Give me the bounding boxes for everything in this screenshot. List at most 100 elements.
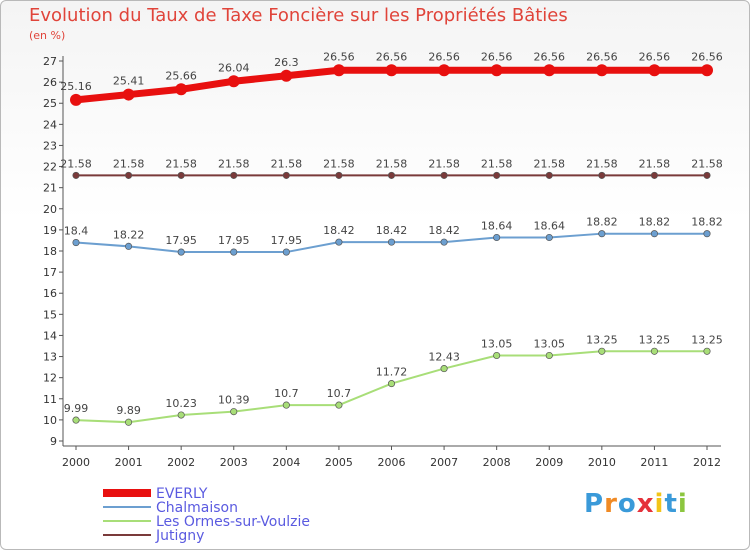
logo-letter: r [604,489,618,519]
data-point [282,248,290,256]
data-point [335,238,343,246]
y-tick-label: 11 [43,393,57,406]
data-label: 26.56 [534,50,566,63]
data-point [385,64,398,77]
data-label: 26.56 [323,50,355,63]
data-point [545,351,553,360]
data-point [701,64,713,77]
legend-label: Jutigny [155,528,204,544]
data-point [282,171,290,179]
data-label: 21.58 [586,157,618,170]
data-label: 21.58 [376,157,408,170]
x-tick-label: 2011 [640,456,668,469]
data-label: 10.23 [165,397,197,410]
data-point [703,347,711,355]
data-point [72,239,80,247]
data-label: 10.7 [327,387,352,400]
x-tick-label: 2012 [693,456,721,469]
data-label: 21.58 [165,157,197,170]
data-point [648,64,661,77]
data-label: 11.72 [376,366,408,379]
data-point [332,64,345,77]
data-label: 21.58 [639,157,671,170]
y-tick-label: 13 [43,351,57,364]
data-point [703,171,711,179]
data-label: 12.43 [428,351,460,364]
data-point [335,171,343,179]
y-tick-label: 25 [43,97,57,110]
data-point [595,64,608,77]
data-point [598,230,606,238]
y-tick-label: 26 [43,76,57,89]
y-tick-label: 14 [43,329,57,342]
data-label: 18.64 [481,219,513,232]
data-label: 13.25 [691,333,723,346]
data-label: 21.58 [271,157,303,170]
data-label: 18.82 [639,216,671,229]
data-point [177,171,185,179]
x-tick-label: 2009 [535,456,563,469]
data-label: 21.58 [113,157,145,170]
data-point [125,171,133,179]
data-label: 21.58 [428,157,460,170]
data-point [650,171,658,179]
logo-letter: i [677,489,688,519]
data-point [545,171,553,179]
y-tick-label: 19 [43,224,57,237]
y-tick-label: 27 [43,55,57,68]
data-point [493,351,501,360]
data-label: 18.22 [113,228,145,241]
chart-title: Evolution du Taux de Taxe Foncière sur l… [29,5,568,26]
data-label: 26.04 [218,61,250,74]
data-label: 21.58 [534,157,566,170]
data-label: 13.25 [639,333,671,346]
x-tick-label: 2001 [115,456,143,469]
data-label: 18.82 [586,216,618,229]
data-label: 18.42 [428,224,460,237]
y-tick-label: 24 [43,118,57,131]
legend-label: Les Ormes-sur-Voulzie [156,514,310,530]
data-label: 17.95 [271,234,303,247]
y-tick-label: 12 [43,372,57,385]
data-point [122,88,135,101]
data-label: 18.42 [376,224,408,237]
data-label: 26.56 [481,50,513,63]
logo-letter: i [654,489,665,519]
y-tick-label: 22 [43,161,57,174]
data-point [177,248,185,256]
y-tick-label: 10 [43,414,57,427]
x-tick-label: 2004 [272,456,300,469]
x-tick-label: 2010 [588,456,616,469]
proxiti-logo: Proxiti [584,489,688,519]
x-tick-label: 2006 [378,456,406,469]
data-label: 13.05 [534,338,566,351]
data-label: 18.64 [534,219,566,232]
data-label: 21.58 [218,157,250,170]
data-label: 13.25 [586,333,618,346]
data-point [438,64,451,77]
data-point [493,233,501,242]
y-tick-label: 17 [43,266,57,279]
data-point [230,171,238,179]
data-label: 21.58 [481,157,513,170]
data-point [125,418,133,426]
x-tick-label: 2002 [167,456,195,469]
data-label: 26.56 [586,50,618,63]
data-point [175,83,188,96]
data-label: 18.42 [323,224,355,237]
y-tick-label: 16 [43,287,57,300]
x-tick-label: 2003 [220,456,248,469]
data-label: 26.56 [376,50,408,63]
logo-letter: x [636,489,655,519]
data-point [545,233,553,242]
y-tick-label: 15 [43,308,57,321]
x-tick-label: 2007 [430,456,458,469]
data-label: 25.41 [113,75,145,88]
data-point [280,69,293,82]
data-point [440,171,448,179]
y-tick-label: 21 [43,182,57,195]
data-label: 18.82 [691,216,723,229]
data-point [650,347,658,355]
data-label: 18.4 [64,225,89,238]
